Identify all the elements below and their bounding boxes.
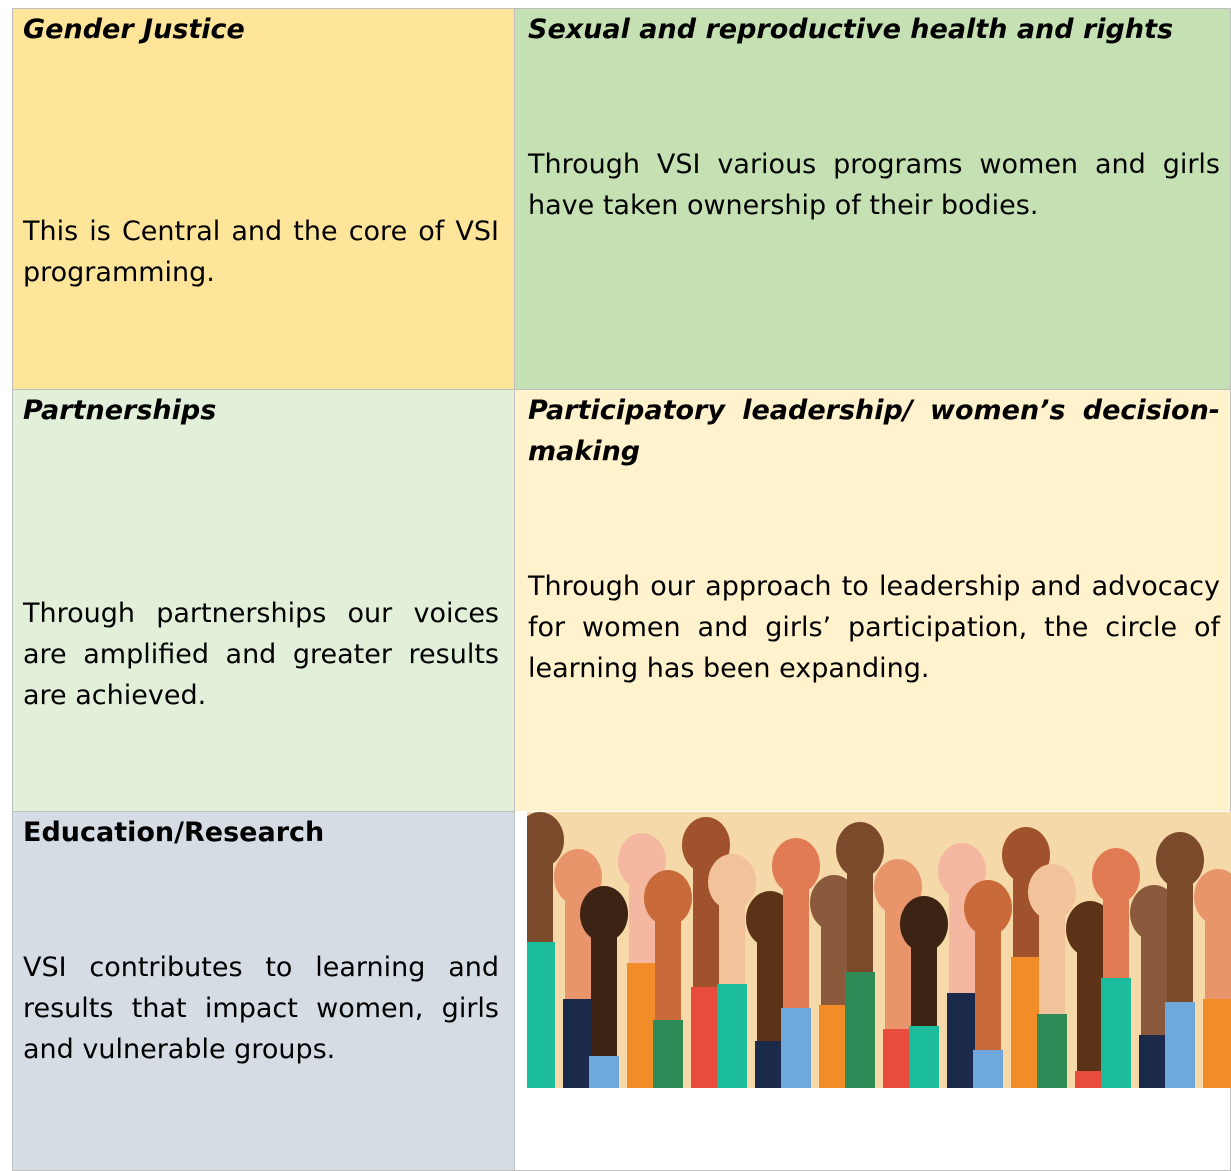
fist — [554, 849, 602, 905]
fist — [900, 896, 948, 952]
sleeve — [973, 1050, 1003, 1088]
sleeve — [717, 984, 747, 1088]
sleeve — [1165, 1002, 1195, 1088]
fist — [938, 843, 986, 899]
fist — [580, 886, 628, 942]
sleeve — [819, 1005, 849, 1088]
fists-image — [527, 812, 1231, 1088]
sleeve — [947, 993, 977, 1088]
sleeve — [1203, 999, 1231, 1088]
cell: Gender Justice This is Central and the c… — [12, 8, 515, 390]
fist — [874, 859, 922, 915]
cell-title: Participatory leadership/ women’s decisi… — [528, 395, 1220, 467]
sleeve — [691, 987, 721, 1088]
sleeve — [781, 1008, 811, 1088]
cell: Partnerships Through partnerships our vo… — [12, 389, 515, 812]
sleeve — [589, 1056, 619, 1088]
sleeve — [1011, 957, 1041, 1088]
cell-title: Gender Justice — [23, 14, 245, 45]
fist — [836, 822, 884, 878]
cell: Participatory leadership/ women’s decisi… — [514, 389, 1231, 812]
fist — [527, 812, 564, 868]
fist — [810, 875, 858, 931]
sleeve — [527, 942, 555, 1088]
cell-body: VSI contributes to learning and results … — [23, 952, 499, 1065]
sleeve — [563, 999, 593, 1088]
fist — [1156, 832, 1204, 888]
fist — [708, 854, 756, 910]
fist — [682, 817, 730, 873]
cell-body: Through VSI various programs women and g… — [528, 149, 1220, 221]
fist — [1066, 901, 1114, 957]
cell-title: Education/Research — [23, 817, 325, 848]
fist — [1092, 848, 1140, 904]
cell-body: Through partnerships our voices are ampl… — [23, 598, 499, 711]
cell: Education/Research VSI contributes to le… — [12, 811, 515, 1171]
sleeve — [653, 1020, 683, 1088]
fist — [964, 880, 1012, 936]
sleeve — [883, 1029, 913, 1088]
sleeve — [1075, 1071, 1105, 1088]
sleeve — [845, 972, 875, 1088]
cell-title: Sexual and reproductive health and right… — [528, 14, 1174, 45]
sleeve — [627, 963, 657, 1088]
fist — [772, 838, 820, 894]
cell: Sexual and reproductive health and right… — [514, 8, 1231, 390]
cell-body: This is Central and the core of VSI prog… — [23, 216, 499, 288]
cell-body: Through our approach to leadership and a… — [528, 571, 1220, 684]
cell-title: Partnerships — [23, 395, 217, 426]
sleeve — [755, 1041, 785, 1088]
sleeve — [909, 1026, 939, 1088]
arm — [1077, 931, 1103, 1088]
sleeve — [1139, 1035, 1169, 1088]
fist — [644, 870, 692, 926]
fist — [1130, 885, 1178, 941]
sleeve — [1037, 1014, 1067, 1088]
fist — [746, 891, 794, 947]
fist — [1028, 864, 1076, 920]
fist — [618, 833, 666, 889]
sleeve — [1101, 978, 1131, 1088]
fist — [1002, 827, 1050, 883]
fist — [1194, 869, 1231, 925]
